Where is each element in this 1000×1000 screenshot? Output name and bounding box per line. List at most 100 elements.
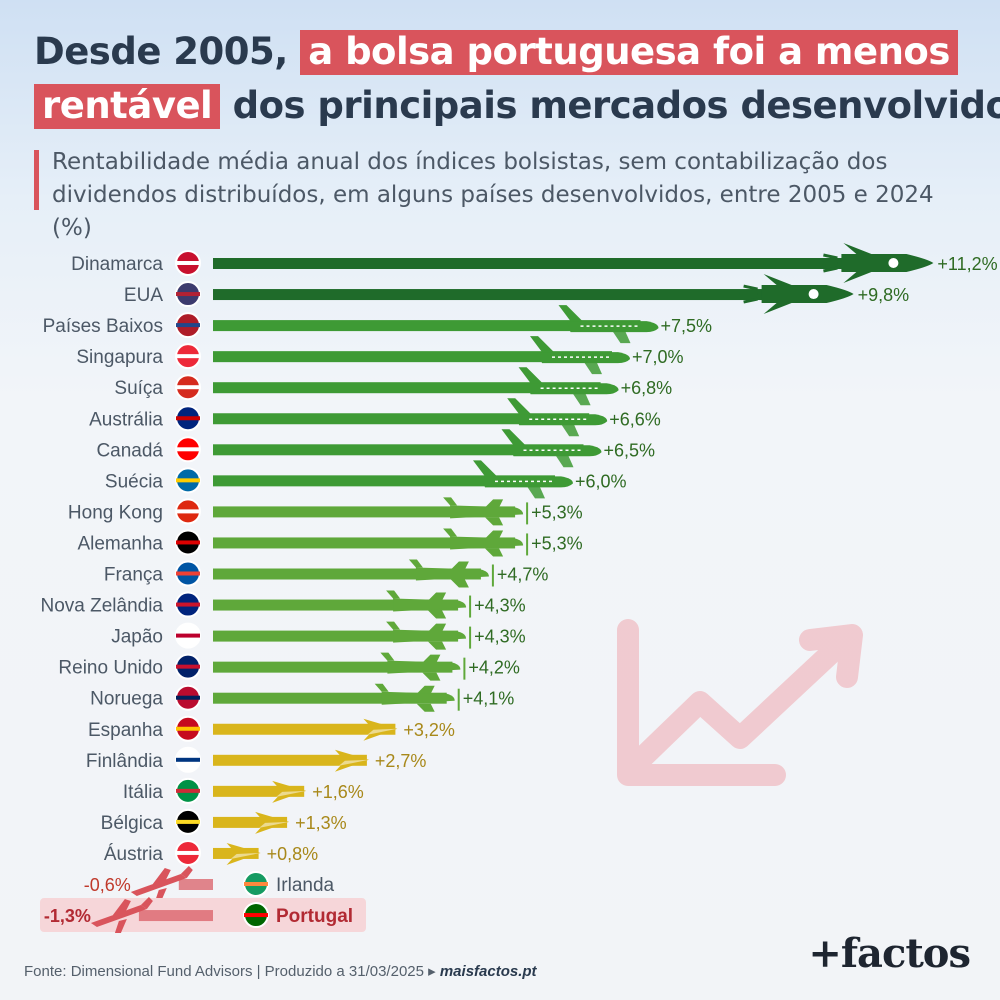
site-link[interactable]: maisfactos.pt — [439, 963, 537, 980]
propeller-plane-icon — [386, 590, 472, 619]
chart-row-alemanha: Alemanha +5,3% — [77, 529, 583, 556]
trend-arrow-icon — [617, 619, 863, 786]
value-label: +5,3% — [531, 533, 583, 553]
category-label: Países Baixos — [43, 316, 163, 337]
title-line-2: rentável dos principais mercados desenvo… — [34, 84, 1000, 129]
value-label: +4,3% — [474, 596, 526, 616]
rocket-icon — [739, 274, 854, 315]
crashing-jet-icon — [90, 897, 153, 934]
category-label: Nova Zelândia — [40, 596, 163, 617]
chart-row-singapura: Singapura +7,0% — [76, 343, 684, 370]
airliner-icon — [501, 429, 602, 468]
bar — [178, 879, 213, 890]
airliner-icon — [473, 460, 573, 499]
chart-row-espanha: Espanha +3,2% — [88, 715, 455, 742]
category-label: Bélgica — [101, 813, 164, 834]
propeller-plane-icon — [443, 528, 529, 557]
crashing-jet-icon — [130, 866, 193, 902]
category-label: Dinamarca — [71, 254, 163, 275]
bar — [213, 816, 288, 828]
paper-plane-icon — [334, 749, 369, 772]
chart-row-suica: Suíça +6,8% — [114, 374, 673, 401]
value-label: +6,6% — [609, 409, 661, 429]
category-label: Austrália — [89, 409, 163, 430]
value-label: +7,5% — [661, 316, 713, 336]
bar — [213, 413, 590, 425]
chart-row-irlanda: -0,6% Irlanda — [84, 871, 335, 897]
bar — [213, 289, 772, 301]
chart-row-nova-zelandia: Nova Zelândia +4,3% — [40, 591, 526, 618]
airliner-icon — [558, 305, 659, 344]
title-line-1: Desde 2005, a bolsa portuguesa foi a men… — [34, 30, 958, 75]
chart-row-finlandia: Finlândia +2,7% — [86, 746, 426, 773]
value-label: +5,3% — [531, 502, 583, 522]
suica-flag-icon — [175, 374, 201, 401]
chart-row-portugal: -1,3% Portugal — [40, 898, 366, 933]
paises-baixos-flag-icon — [175, 312, 201, 339]
espanha-flag-icon — [175, 715, 201, 742]
category-label: Reino Unido — [58, 658, 163, 679]
chart-row-noruega: Noruega +4,1% — [90, 684, 514, 711]
bar — [213, 630, 459, 642]
reino-unido-flag-icon — [175, 653, 201, 680]
chart-row-belgica: Bélgica +1,3% — [101, 808, 347, 835]
value-label: +1,3% — [295, 813, 347, 833]
bar — [213, 754, 367, 766]
propeller-plane-icon — [386, 621, 472, 650]
alemanha-flag-icon — [175, 529, 201, 556]
value-label: +6,5% — [604, 440, 656, 460]
bar — [213, 568, 481, 580]
dinamarca-flag-icon — [175, 250, 201, 276]
category-label: Canadá — [96, 440, 163, 461]
value-label: +3,2% — [403, 720, 455, 740]
chart-row-dinamarca: Dinamarca +11,2% — [71, 250, 998, 276]
source-text: Fonte: Dimensional Fund Advisors | Produ… — [24, 963, 436, 980]
bar — [213, 320, 641, 332]
bar — [213, 444, 584, 456]
category-label: Itália — [123, 782, 164, 803]
category-label: França — [104, 565, 164, 586]
finlandia-flag-icon — [175, 746, 201, 773]
bar — [138, 910, 213, 922]
paper-plane-icon — [363, 718, 398, 741]
category-label: Hong Kong — [68, 502, 163, 523]
propeller-plane-icon — [443, 497, 529, 526]
chart-row-italia: Itália +1,6% — [123, 777, 364, 804]
value-label: +4,2% — [468, 658, 520, 678]
australia-flag-icon — [175, 405, 201, 432]
value-label: +6,0% — [575, 471, 627, 491]
paper-plane-icon — [226, 842, 261, 865]
title-part-2: dos principais mercados desenvolvidos — [232, 84, 1000, 127]
category-label: Irlanda — [276, 875, 335, 896]
category-label: Finlândia — [86, 751, 164, 772]
bar — [213, 692, 447, 704]
austria-flag-icon — [175, 839, 201, 866]
value-label: +6,8% — [621, 378, 673, 398]
nova-zelandia-flag-icon — [175, 591, 201, 618]
bar — [213, 537, 516, 549]
category-label: EUA — [124, 285, 163, 306]
bar-chart: Dinamarca +11,2% EUA +9,8% Países Baixos +7,5… — [40, 243, 998, 934]
title-highlight-1: a bolsa portuguesa foi a menos — [300, 30, 958, 75]
chart-row-hong-kong: Hong Kong +5,3% — [68, 498, 583, 525]
suecia-flag-icon — [175, 467, 201, 494]
bar — [213, 847, 259, 859]
propeller-plane-icon — [374, 683, 460, 712]
paper-plane-icon — [255, 811, 290, 834]
bar — [213, 506, 516, 518]
chart-row-suecia: Suécia +6,0% — [105, 467, 627, 494]
bar — [213, 785, 305, 797]
italia-flag-icon — [175, 777, 201, 804]
bar — [213, 475, 555, 487]
singapura-flag-icon — [175, 343, 201, 370]
category-label: Japão — [111, 627, 163, 648]
chart-row-japao: Japão +4,3% — [111, 622, 526, 649]
category-label: Noruega — [90, 689, 163, 710]
value-label: -1,3% — [44, 906, 91, 926]
belgica-flag-icon — [175, 808, 201, 835]
value-label: +4,7% — [497, 565, 549, 585]
hong-kong-flag-icon — [175, 498, 201, 525]
noruega-flag-icon — [175, 684, 201, 711]
title-highlight-2: rentável — [34, 84, 221, 129]
value-label: +4,3% — [474, 627, 526, 647]
